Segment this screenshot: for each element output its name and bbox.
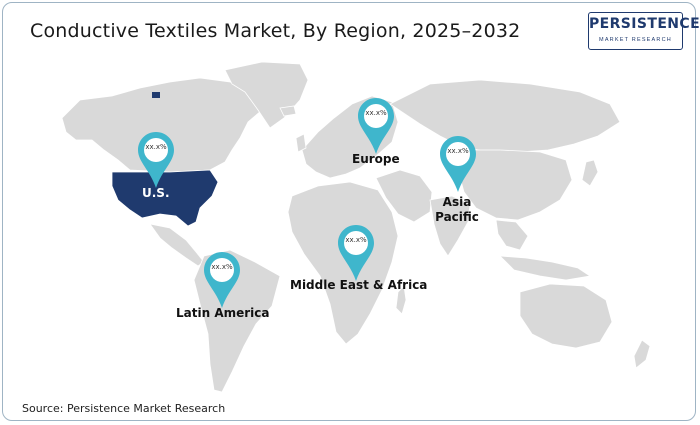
logo-sub-text: MARKET RESEARCH: [599, 37, 672, 43]
uk-landmass: [295, 133, 307, 153]
pin-us: xx.x%: [138, 132, 174, 188]
pin-europe: xx.x%: [358, 98, 394, 154]
pin-value-europe: xx.x%: [365, 109, 387, 117]
region-label-europe: Europe: [352, 152, 400, 166]
iceland-landmass: [279, 105, 297, 117]
africa-landmass: [287, 181, 399, 345]
canada-landmass: [61, 77, 263, 173]
indonesia-landmass: [498, 255, 592, 281]
pin-asia-marker: [440, 136, 476, 192]
region-label-mea: Middle East & Africa: [290, 278, 428, 292]
central-america-landmass: [149, 223, 205, 267]
pin-asia-pacific: xx.x%: [440, 136, 476, 192]
australia-landmass: [519, 283, 613, 349]
logo-main-text: PERSISTENCE: [589, 16, 700, 32]
us-highlight: [111, 169, 219, 227]
alaska-highlight: [152, 92, 160, 98]
page-title: Conductive Textiles Market, By Region, 2…: [30, 20, 521, 42]
pin-latin-america: xx.x%: [204, 252, 240, 308]
region-label-us: U.S.: [142, 186, 170, 200]
pin-mea-marker: [338, 225, 374, 281]
region-label-latin-america: Latin America: [176, 306, 270, 320]
north-asia-landmass: [389, 79, 621, 153]
middle-east-landmass: [375, 169, 433, 223]
pin-europe-marker: [358, 98, 394, 154]
japan-landmass: [581, 159, 599, 187]
pin-latam-marker: [204, 252, 240, 308]
pin-value-us: xx.x%: [145, 143, 167, 151]
new-zealand-landmass: [633, 339, 651, 369]
east-asia-landmass: [457, 149, 573, 221]
region-label-asia-pacific: Asia Pacific: [435, 195, 479, 224]
madagascar-landmass: [395, 285, 407, 315]
southeast-asia-landmass: [495, 219, 529, 251]
pin-value-mea: xx.x%: [345, 236, 367, 244]
brand-logo: PERSISTENCE MARKET RESEARCH: [588, 12, 700, 50]
india-landmass: [429, 195, 471, 257]
source-note: Source: Persistence Market Research: [22, 402, 226, 415]
pin-us-marker: [138, 132, 174, 188]
pin-value-asia-pacific: xx.x%: [447, 147, 469, 155]
pin-mea: xx.x%: [338, 225, 374, 281]
pin-value-latin-america: xx.x%: [211, 263, 233, 271]
